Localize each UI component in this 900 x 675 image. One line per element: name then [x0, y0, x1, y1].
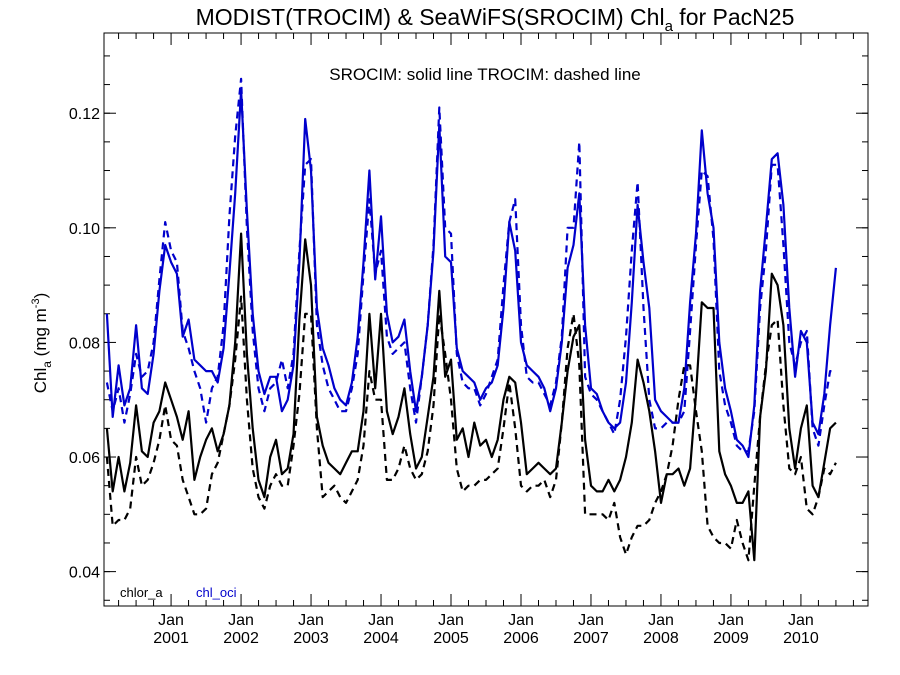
- x-tick-label-year: 2006: [503, 630, 539, 647]
- chart-title: MODIST(TROCIM) & SeaWiFS(SROCIM) Chla fo…: [196, 4, 795, 35]
- x-tick-label-month: Jan: [368, 612, 394, 629]
- x-tick-label-month: Jan: [648, 612, 674, 629]
- legend-chl-oci: chl_oci: [196, 585, 237, 600]
- y-tick-label: 0.08: [69, 335, 100, 352]
- x-tick-label-year: 2007: [573, 630, 609, 647]
- x-tick-label-year: 2010: [783, 630, 819, 647]
- x-tick-label-month: Jan: [158, 612, 184, 629]
- y-tick-label: 0.06: [69, 450, 100, 467]
- x-tick-label-month: Jan: [578, 612, 604, 629]
- y-tick-label: 0.04: [69, 565, 100, 582]
- x-tick-label-year: 2001: [153, 630, 189, 647]
- x-tick-label-month: Jan: [718, 612, 744, 629]
- x-tick-label-year: 2005: [433, 630, 469, 647]
- x-tick-label-month: Jan: [228, 612, 254, 629]
- x-tick-label-year: 2004: [363, 630, 399, 647]
- series-chlor-a-srocim: [105, 232, 837, 562]
- x-tick-label-month: Jan: [298, 612, 324, 629]
- y-axis-label: Chla (mg m-3): [30, 293, 54, 394]
- x-tick-label-month: Jan: [438, 612, 464, 629]
- x-tick-label-year: 2009: [713, 630, 749, 647]
- x-tick-label-month: Jan: [508, 612, 534, 629]
- legend-chlor-a: chlor_a: [120, 585, 163, 600]
- series-chl-oci-srocim: [105, 89, 837, 459]
- x-tick-label-year: 2002: [223, 630, 259, 647]
- axis-ticks: 0.040.060.080.100.12Jan2001Jan2002Jan200…: [69, 33, 868, 647]
- plot-series: [105, 77, 837, 562]
- x-tick-label-month: Jan: [788, 612, 814, 629]
- y-tick-label: 0.12: [69, 106, 100, 123]
- series-chlor-a-trocim: [105, 295, 837, 562]
- chart-annotation: SROCIM: solid line TROCIM: dashed line: [329, 65, 640, 84]
- x-tick-label-year: 2003: [293, 630, 329, 647]
- series-chl-oci-trocim: [105, 77, 836, 453]
- y-tick-label: 0.10: [69, 221, 100, 238]
- x-tick-label-year: 2008: [643, 630, 679, 647]
- plot-frame: [103, 32, 869, 607]
